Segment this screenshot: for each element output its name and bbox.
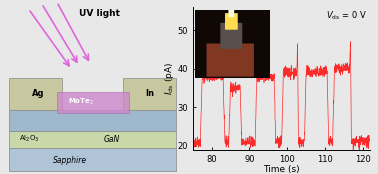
Y-axis label: $I_\mathrm{ds}$ (pA): $I_\mathrm{ds}$ (pA) — [163, 62, 176, 95]
FancyBboxPatch shape — [9, 110, 176, 130]
Text: UV light: UV light — [79, 9, 120, 18]
Text: GaN: GaN — [104, 135, 120, 144]
Text: In: In — [146, 89, 155, 98]
FancyBboxPatch shape — [9, 130, 176, 148]
FancyBboxPatch shape — [123, 78, 176, 110]
Text: $V_\mathrm{ds}$ = 0 V: $V_\mathrm{ds}$ = 0 V — [326, 10, 367, 22]
Text: Ag: Ag — [32, 89, 45, 98]
X-axis label: Time (s): Time (s) — [263, 165, 300, 174]
Text: MoTe$_2$: MoTe$_2$ — [68, 97, 94, 107]
FancyBboxPatch shape — [9, 78, 62, 110]
FancyBboxPatch shape — [57, 92, 129, 113]
Text: Sapphire: Sapphire — [53, 156, 87, 165]
FancyBboxPatch shape — [9, 148, 176, 171]
Text: $\rm Al_2O_3$: $\rm Al_2O_3$ — [19, 134, 39, 144]
